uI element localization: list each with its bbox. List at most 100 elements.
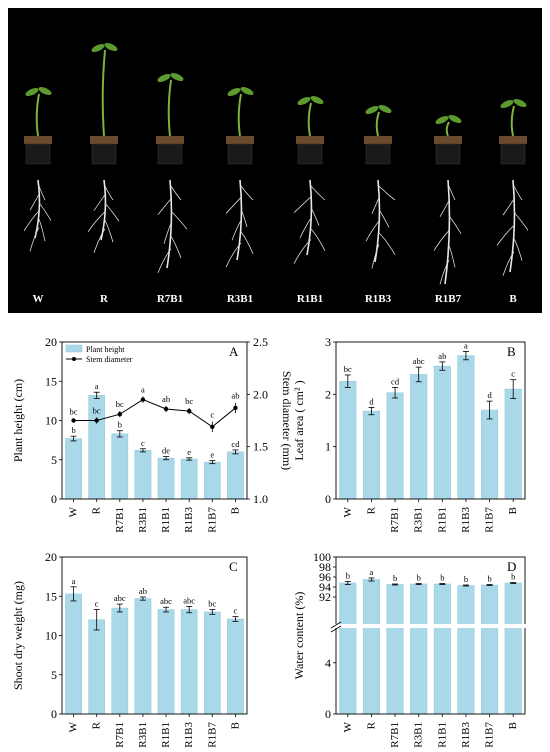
significance-letter: a <box>95 381 99 391</box>
root-icon <box>293 239 312 264</box>
line-point <box>71 418 76 423</box>
x-tick-label: W <box>68 506 80 517</box>
leaf-icon <box>500 99 514 109</box>
y-tick-label: 3 <box>325 335 331 349</box>
bar <box>180 609 198 715</box>
y-right-axis-label: Stem diameter (mm) <box>280 371 294 470</box>
y-tick-label: 0 <box>51 707 57 721</box>
x-tick-label: R1B3 <box>183 722 195 748</box>
significance-letter: b <box>464 574 468 584</box>
x-tick-label: R <box>91 506 103 514</box>
y-tick-label: 10 <box>45 629 57 643</box>
root-icon <box>433 230 450 251</box>
significance-letter: ab <box>139 586 147 596</box>
axis-break-mark <box>330 625 342 633</box>
x-tick-label: R1B1 <box>160 722 172 748</box>
x-tick-label: R1B7 <box>206 507 218 533</box>
y-tick-label: 5 <box>51 668 57 682</box>
pot-icon <box>500 143 526 165</box>
x-tick-label: R1B1 <box>436 507 448 533</box>
significance-letter: b <box>511 572 515 582</box>
root-icon <box>170 236 182 259</box>
significance-letter: cd <box>391 377 400 387</box>
significance-letter: bc <box>208 599 216 609</box>
significance-letter: a <box>370 567 374 577</box>
bar <box>481 584 499 715</box>
legend-swatch-plant-height <box>65 344 83 353</box>
treatment-label: R3B1 <box>227 293 253 305</box>
significance-letter: bc <box>344 364 352 374</box>
pot-soil-icon <box>156 136 184 144</box>
treatment-label: R1B3 <box>365 293 392 305</box>
bar <box>134 450 152 500</box>
line-point <box>233 405 238 411</box>
root-system-icon <box>23 179 52 252</box>
root-icon <box>496 225 515 246</box>
root-icon <box>371 244 380 269</box>
pot-soil-icon <box>296 136 324 144</box>
root-icon <box>293 196 312 214</box>
bar <box>65 593 82 715</box>
root-icon <box>448 245 456 268</box>
significance-letter: d <box>487 390 492 400</box>
root-icon <box>225 197 242 214</box>
significance-letter: abc <box>183 595 195 605</box>
bar <box>111 607 129 715</box>
stem-icon <box>445 121 450 137</box>
significance-letter: e <box>210 450 214 460</box>
significance-letter: bc <box>93 405 101 415</box>
leaf-icon <box>227 87 241 97</box>
root-icon <box>93 228 106 253</box>
x-tick-label: B <box>507 507 519 514</box>
leaf-icon <box>448 114 462 124</box>
root-icon <box>378 185 396 201</box>
y-tick-label: 94 <box>319 580 331 594</box>
bar <box>227 451 244 500</box>
treatment-label: R7B1 <box>157 293 183 305</box>
root-icon <box>310 185 326 201</box>
line-point <box>140 397 146 402</box>
x-tick-label: R3B1 <box>413 507 425 533</box>
root-icon <box>163 223 172 244</box>
stem-icon <box>35 93 40 137</box>
root-icon <box>310 207 320 226</box>
y-right-tick-label: 1.5 <box>253 440 268 454</box>
x-tick-label: R3B1 <box>137 507 149 533</box>
leaf-icon <box>104 42 118 52</box>
root-icon <box>365 220 380 242</box>
y-right-tick-label: 2.0 <box>253 387 268 401</box>
root-icon <box>236 179 243 261</box>
significance-letter: e <box>187 447 191 457</box>
significance-letter: d <box>369 396 374 406</box>
root-icon <box>240 185 254 201</box>
bar <box>227 618 244 715</box>
pot-icon <box>157 143 183 165</box>
root-system-icon <box>496 179 529 276</box>
significance-letter: c <box>511 369 515 379</box>
y-tick-label: 20 <box>45 550 57 564</box>
plot-frame <box>335 556 526 715</box>
stem-icon <box>237 93 242 137</box>
y-tick-label: 15 <box>45 589 57 603</box>
y-tick-label: 0 <box>51 492 57 506</box>
pot-soil-icon <box>434 136 462 144</box>
leaf-icon <box>435 115 449 125</box>
x-tick-label: R <box>365 506 377 514</box>
significance-letter: c <box>95 599 99 609</box>
root-icon <box>87 211 106 232</box>
significance-letter: abc <box>114 593 126 603</box>
significance-letter: ab <box>231 391 239 401</box>
root-icon <box>513 212 529 231</box>
significance-letter: c <box>141 438 145 448</box>
root-system-icon <box>433 179 462 285</box>
x-tick-label: R1B7 <box>484 722 496 748</box>
bar <box>203 611 221 715</box>
bar <box>362 579 380 715</box>
root-system-icon <box>87 179 120 253</box>
pot-icon <box>25 143 51 165</box>
significance-letter: c <box>234 606 238 616</box>
stem-icon <box>101 49 106 137</box>
x-tick-label: B <box>507 722 519 729</box>
bar <box>134 598 152 715</box>
